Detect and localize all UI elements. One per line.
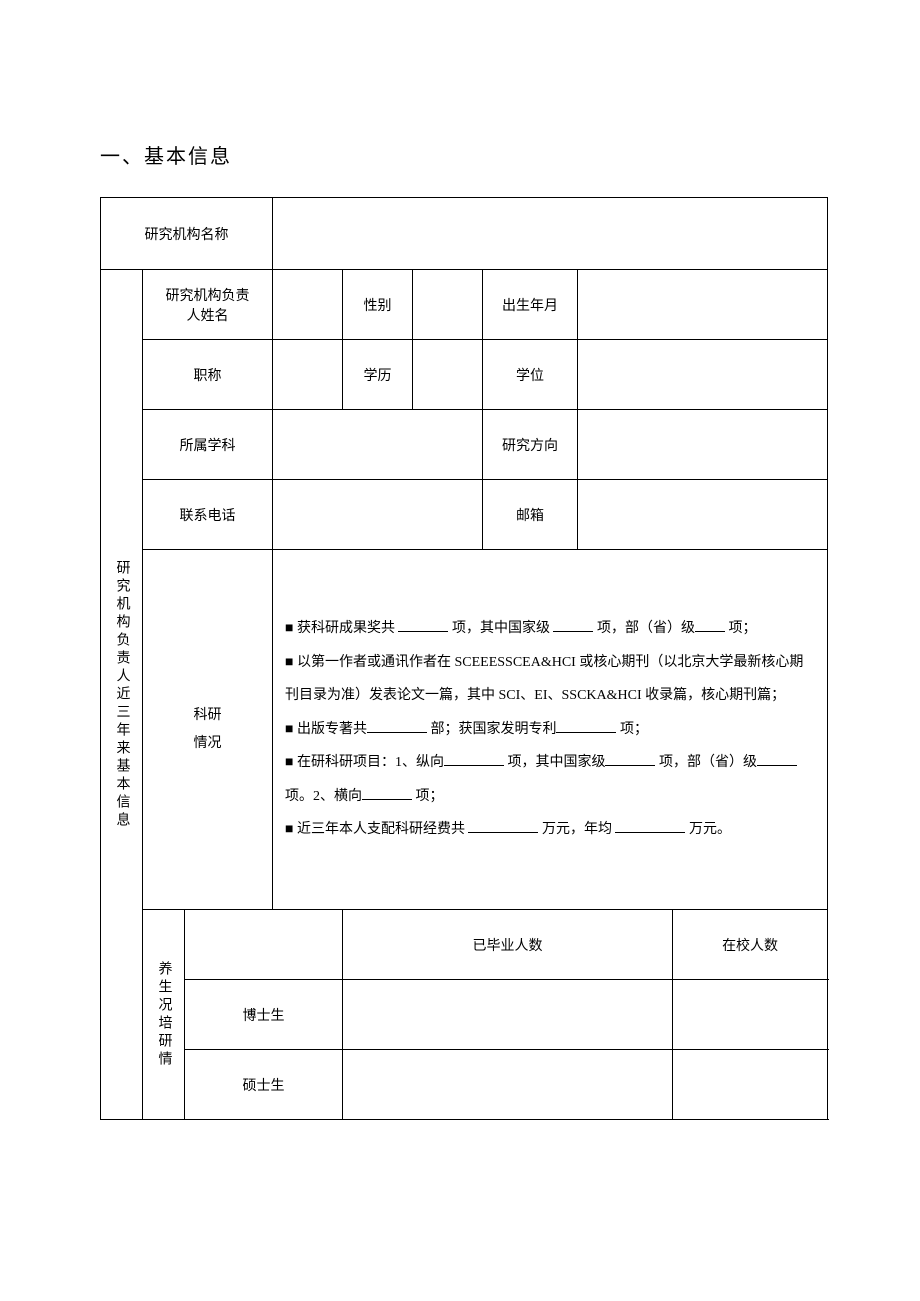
label-graduated: 已毕业人数 [343, 910, 673, 980]
label-job-title: 职称 [143, 340, 273, 410]
label-phone: 联系电话 [143, 480, 273, 550]
value-research-direction[interactable] [578, 410, 828, 480]
research-line1: ■ 获科研成果奖共 项，其中国家级 项，部（省）级 项； [285, 612, 815, 646]
value-phone[interactable] [273, 480, 483, 550]
value-responsible-person-name[interactable] [273, 270, 343, 340]
label-vertical-main: 研究机构负责人近三年来基本信息 [101, 270, 143, 1120]
label-birth-date: 出生年月 [483, 270, 578, 340]
training-blank-header [185, 910, 343, 980]
label-degree: 学位 [483, 340, 578, 410]
value-education[interactable] [413, 340, 483, 410]
label-discipline: 所属学科 [143, 410, 273, 480]
label-research-status: 科研 情况 [143, 550, 273, 910]
value-job-title[interactable] [273, 340, 343, 410]
value-degree[interactable] [578, 340, 828, 410]
label-responsible-person-name: 研究机构负责 人姓名 [143, 270, 273, 340]
research-line5: ■ 近三年本人支配科研经费共 万元，年均 万元。 [285, 813, 815, 847]
label-research-direction: 研究方向 [483, 410, 578, 480]
research-line4: ■ 在研科研项目：1、纵向 项，其中国家级 项，部（省）级 项。2、横向 项； [285, 746, 815, 813]
research-line2: ■ 以第一作者或通讯作者在 SCEEESSCEA&HCI 或核心期刊（以北京大学… [285, 646, 815, 713]
label-enrolled: 在校人数 [673, 910, 828, 980]
value-doctoral-enrolled[interactable] [673, 980, 828, 1050]
label-institution-name: 研究机构名称 [101, 198, 273, 270]
label-email: 邮箱 [483, 480, 578, 550]
label-vertical-training: 养生况培研情 [143, 910, 185, 1120]
value-discipline[interactable] [273, 410, 483, 480]
value-institution-name[interactable] [273, 198, 828, 270]
label-master: 硕士生 [185, 1050, 343, 1120]
value-doctoral-graduated[interactable] [343, 980, 673, 1050]
basic-info-table: 研究机构名称 研究机构负责人近三年来基本信息 研究机构负责 人姓名 性别 出生年… [100, 197, 828, 1120]
value-master-graduated[interactable] [343, 1050, 673, 1120]
value-master-enrolled[interactable] [673, 1050, 828, 1120]
value-gender[interactable] [413, 270, 483, 340]
section-title: 一、基本信息 [100, 140, 820, 169]
label-doctoral: 博士生 [185, 980, 343, 1050]
value-birth-date[interactable] [578, 270, 828, 340]
research-line3: ■ 出版专著共 部；获国家发明专利 项； [285, 713, 815, 747]
label-gender: 性别 [343, 270, 413, 340]
research-content-cell: ■ 获科研成果奖共 项，其中国家级 项，部（省）级 项； ■ 以第一作者或通讯作… [273, 550, 828, 910]
label-education: 学历 [343, 340, 413, 410]
value-email[interactable] [578, 480, 828, 550]
